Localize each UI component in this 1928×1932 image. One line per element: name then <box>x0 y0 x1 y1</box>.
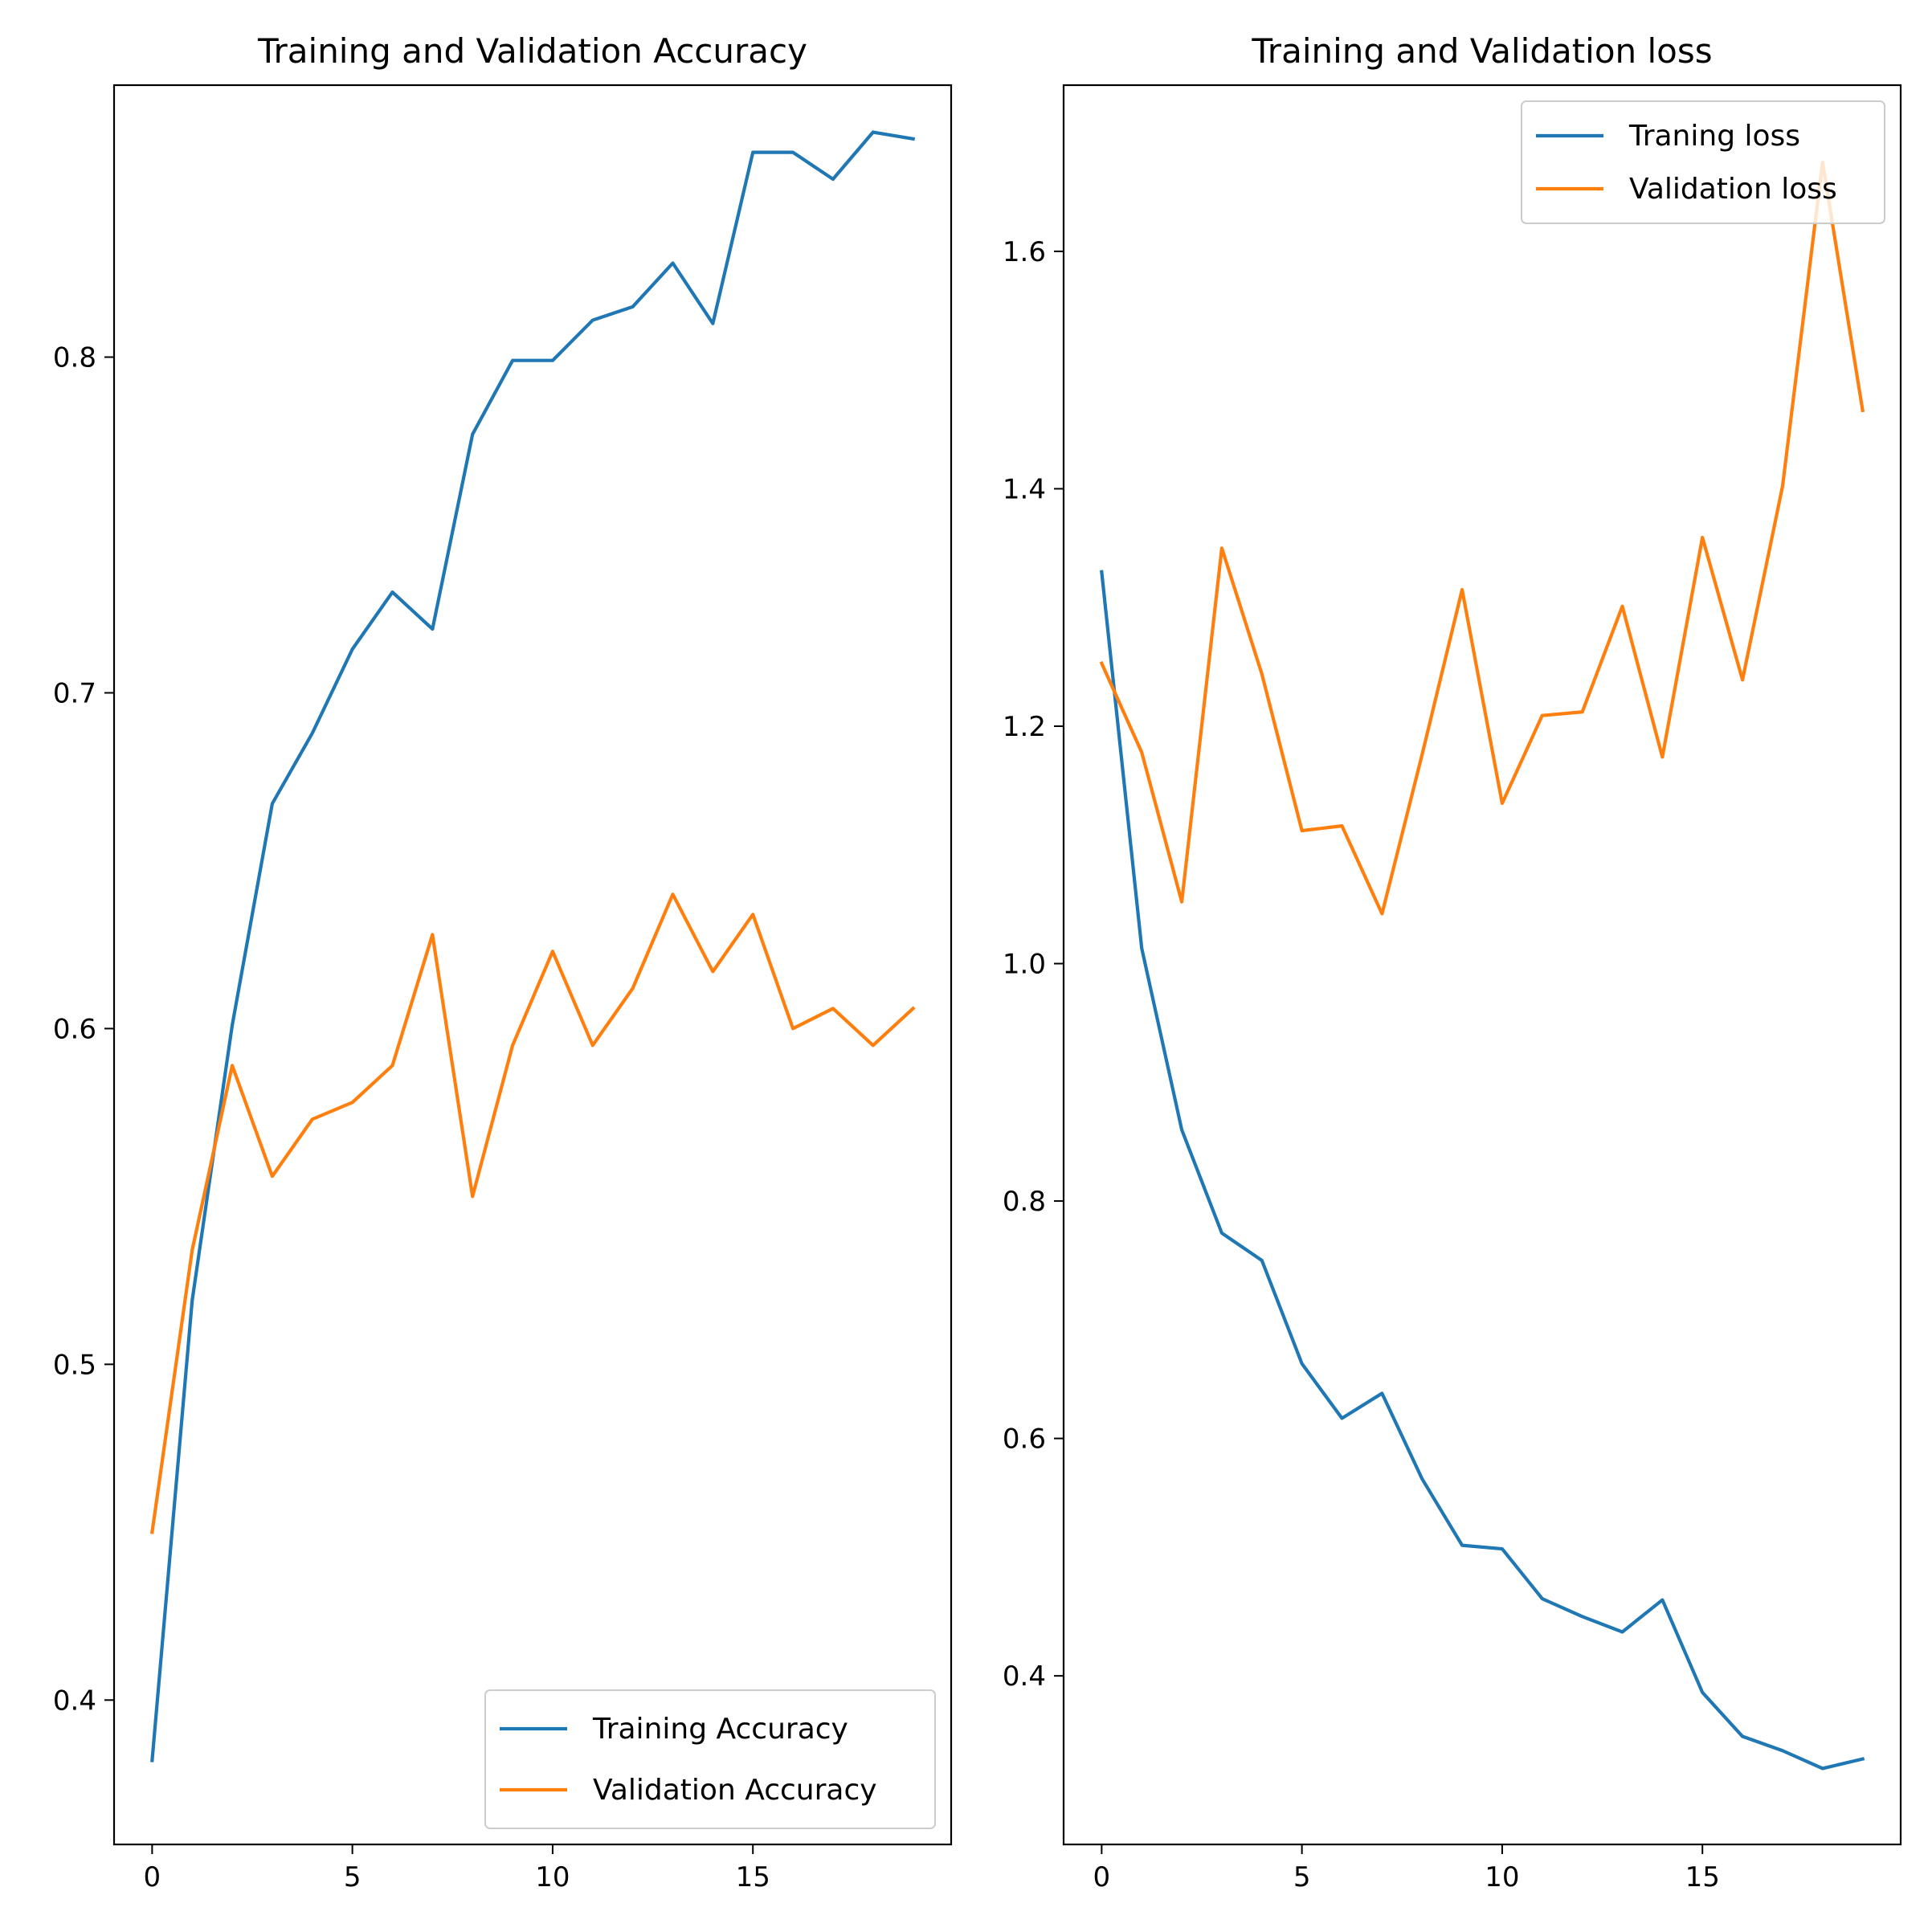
chart-panel-1: Training and Validation Accuracy 0 5 10 15 0.… <box>53 31 953 1893</box>
y-tick-label: 0.6 <box>53 1013 96 1045</box>
plot-area-frame <box>112 84 953 1846</box>
legend-label-2: Validation Accuracy <box>593 1774 877 1807</box>
x-tick-label: 5 <box>1293 1861 1311 1893</box>
y-tick-label: 1.6 <box>1003 236 1046 268</box>
legend-label-1: Traning loss <box>1628 120 1800 153</box>
y-tick-label: 0.5 <box>53 1349 96 1381</box>
legend: Training Accuracy Validation Accuracy <box>484 1689 936 1829</box>
series-line-1 <box>1100 570 1865 1771</box>
x-tick-label: 5 <box>344 1861 362 1893</box>
legend: Traning loss Validation loss <box>1521 100 1885 224</box>
y-tick-label: 0.6 <box>1003 1423 1046 1456</box>
x-tick-label: 0 <box>144 1861 161 1893</box>
y-tick-label: 0.7 <box>53 677 96 709</box>
y-tick-label: 1.4 <box>1003 473 1046 505</box>
x-tick-label: 0 <box>1093 1861 1111 1893</box>
series-line-2 <box>1099 160 1865 916</box>
y-tick-label: 0.8 <box>53 342 96 374</box>
legend-label-2: Validation loss <box>1629 173 1837 206</box>
y-tick-label: 0.4 <box>1003 1660 1046 1693</box>
x-tick-label: 10 <box>1485 1861 1519 1893</box>
plot-area-frame <box>1062 84 1902 1846</box>
chart-title: Training and Validation Accuracy <box>257 31 807 71</box>
legend-box <box>484 1689 936 1829</box>
y-tick-label: 1.0 <box>1003 949 1046 981</box>
y-tick-label: 0.8 <box>1003 1186 1046 1218</box>
series-line-2 <box>149 892 916 1534</box>
x-tick-label: 10 <box>535 1861 570 1893</box>
y-tick-label: 1.2 <box>1003 711 1046 743</box>
series-line-1 <box>150 130 916 1762</box>
x-tick-label: 15 <box>1685 1861 1720 1893</box>
chart-panel-2: Training and Validation loss 0 5 10 15 0.4 0.6… <box>1003 31 1902 1893</box>
legend-box <box>1521 100 1885 224</box>
x-tick-label: 15 <box>736 1861 770 1893</box>
chart-title: Training and Validation loss <box>1251 31 1712 71</box>
legend-label-1: Training Accuracy <box>592 1713 848 1746</box>
y-tick-label: 0.4 <box>53 1685 96 1717</box>
